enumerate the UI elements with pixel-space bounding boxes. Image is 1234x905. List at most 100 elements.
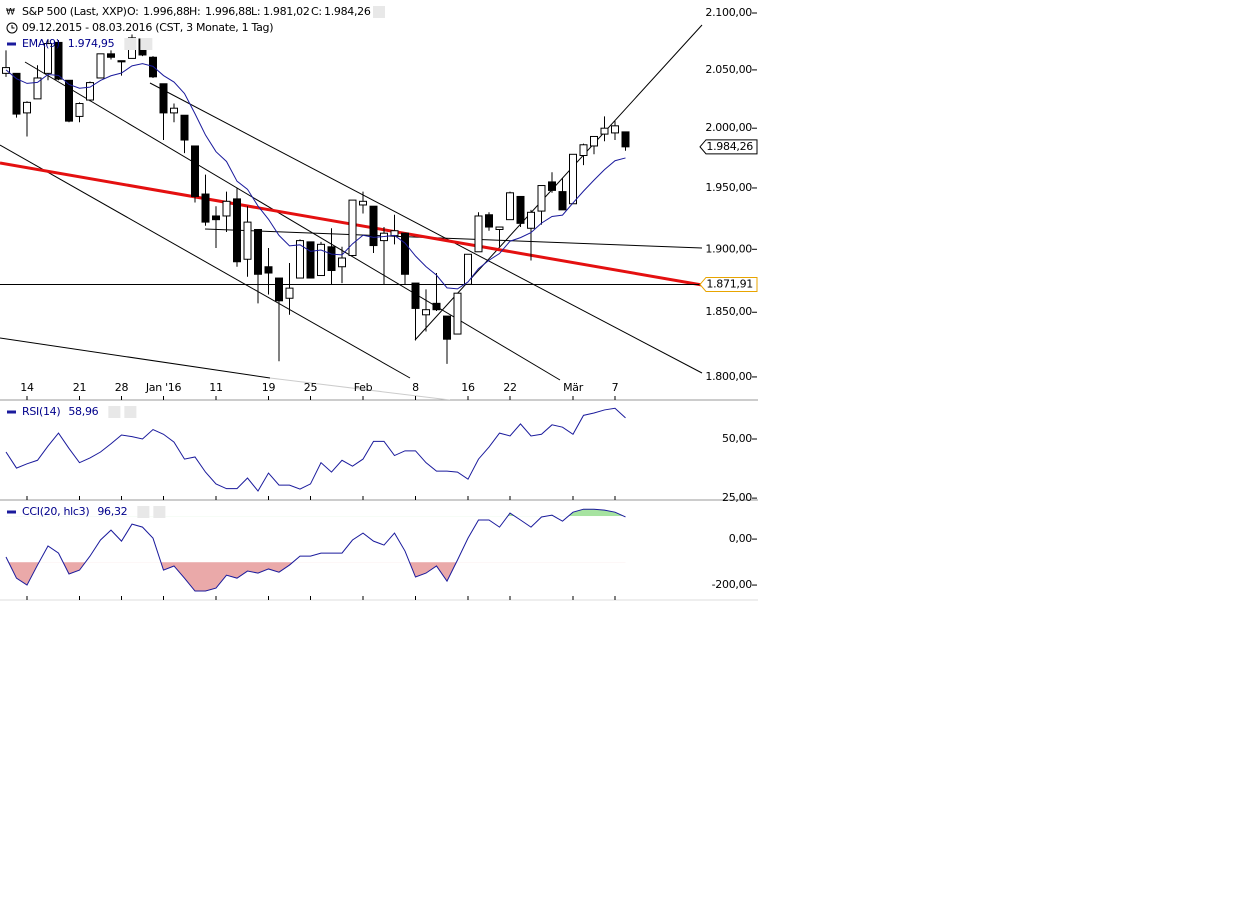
x-tick-label: 25 [304, 381, 318, 394]
candle-body [453, 292, 462, 335]
candle-body [485, 214, 493, 228]
candle-body [12, 72, 21, 115]
close-icon[interactable] [140, 38, 153, 50]
settings-icon[interactable] [137, 506, 150, 518]
candle-body [233, 198, 241, 263]
candle-body [296, 240, 304, 279]
candle-body [212, 215, 220, 221]
x-tick-label: Feb [354, 381, 373, 394]
candle-body [338, 257, 346, 268]
candle-body [86, 82, 94, 101]
candle-body [348, 199, 357, 257]
y-tick-label: 2.100,00 [705, 6, 752, 19]
candle-body [432, 302, 441, 311]
trend-line [269, 377, 451, 400]
candle-body [516, 195, 525, 224]
header-value: 1.996,88 [205, 5, 252, 18]
header-key: O: [127, 5, 139, 18]
legend-value: 58,96 [68, 405, 98, 418]
candle-body [254, 228, 262, 275]
candle-body [149, 56, 157, 78]
legend-value: 1.974,95 [68, 37, 115, 50]
candle-body [264, 266, 273, 274]
candle-body [401, 232, 409, 275]
x-tick-label: 21 [73, 381, 86, 394]
candle-body [590, 135, 598, 147]
candle-body [527, 211, 535, 229]
candle-body [537, 185, 546, 212]
legend-name: CCI(20, hlc3) [22, 505, 89, 518]
trend-line [149, 82, 703, 374]
candle-body [170, 107, 178, 114]
legend-name: RSI(14) [22, 405, 60, 418]
candle-body [191, 145, 199, 197]
candle-body [23, 101, 31, 114]
price-marker-box [699, 139, 758, 155]
header-key: L: [251, 5, 260, 18]
candle-body [474, 215, 483, 253]
oversold-fill [6, 562, 626, 592]
trend-line [0, 144, 411, 379]
settings-icon[interactable] [124, 38, 137, 50]
candle-body [201, 193, 210, 223]
x-tick-label: 14 [20, 381, 34, 394]
y-tick-label: 1.850,00 [705, 305, 752, 318]
x-tick-label: 11 [209, 381, 222, 394]
series-line [5, 63, 626, 290]
x-tick-label: 19 [262, 381, 276, 394]
candle-body [443, 315, 451, 340]
candle-body [44, 43, 52, 74]
candle-body [464, 253, 472, 285]
trend-line [414, 24, 703, 341]
settings-icon[interactable] [108, 406, 121, 418]
ohlc-icon: ₩ [6, 8, 15, 18]
legend-name: EMA(9) [22, 37, 60, 50]
close-icon[interactable] [153, 506, 166, 518]
candle-body [317, 243, 325, 277]
level-label: 1.871,91 [706, 277, 753, 290]
candle-body [621, 131, 630, 148]
x-tick-label: 16 [461, 381, 475, 394]
candle-body [54, 41, 63, 80]
candle-body [243, 221, 252, 260]
candle-body [579, 144, 588, 156]
y-tick-label: 50,00 [722, 432, 752, 445]
y-tick-label: 0,00 [729, 532, 753, 545]
candle-body [65, 79, 73, 122]
legend-value: 96,32 [97, 505, 127, 518]
chart-title: S&P 500 (Last, XXP) [22, 5, 127, 18]
candle-body [33, 77, 42, 100]
header-key: C: [311, 5, 322, 18]
settings-icon[interactable] [373, 6, 385, 18]
x-tick-label: Jan '16 [145, 381, 182, 394]
y-tick-label: 1.800,00 [705, 370, 752, 383]
header-value: 1.996,88 [143, 5, 190, 18]
candle-body [75, 103, 84, 117]
candle-body [359, 200, 367, 206]
candle-body [611, 125, 619, 134]
y-tick-label: 1.900,00 [705, 242, 752, 255]
candle-body [600, 127, 609, 135]
candle-body [369, 205, 378, 247]
candle-body [117, 60, 126, 63]
y-tick-label: 25,00 [722, 491, 752, 504]
clock-hands [11, 25, 15, 29]
candle-body [275, 277, 283, 302]
trend-line [204, 228, 703, 249]
candle-body [411, 282, 420, 309]
candle-body [107, 53, 115, 58]
close-icon[interactable] [124, 406, 137, 418]
candle-body [159, 83, 168, 114]
trend-line [0, 337, 271, 379]
candle-body [422, 309, 430, 316]
price-marker-label: 1.984,26 [706, 140, 753, 153]
candle-body [96, 53, 105, 79]
candle-body [506, 192, 514, 221]
chart-subtitle: 09.12.2015 - 08.03.2016 (CST, 3 Monate, … [22, 21, 273, 34]
header-key: H: [189, 5, 200, 18]
header-value: 1.981,02 [263, 5, 310, 18]
y-tick-label: 2.000,00 [705, 121, 752, 134]
x-tick-label: Mär [563, 381, 584, 394]
candle-body [569, 153, 577, 205]
